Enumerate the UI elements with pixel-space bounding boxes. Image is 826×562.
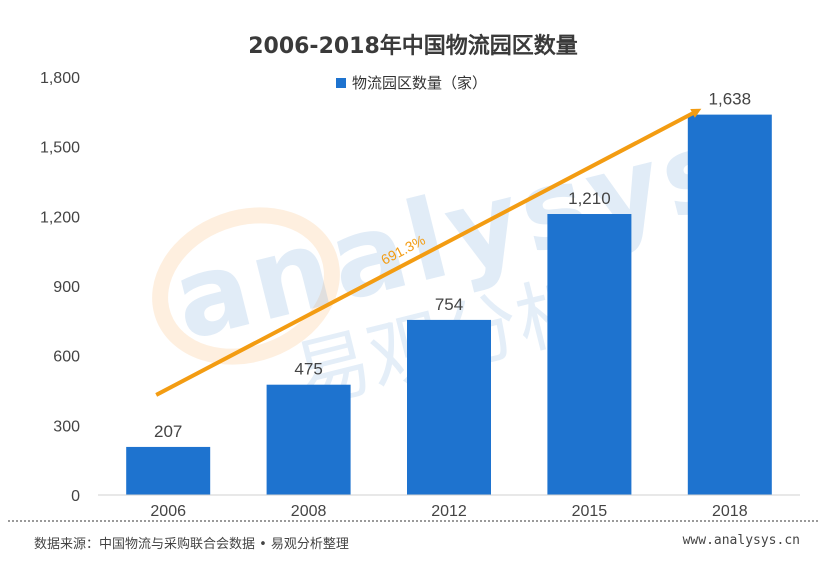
y-tick-label: 1,500 <box>40 140 80 157</box>
x-tick-label: 2006 <box>150 503 186 520</box>
x-tick-label: 2012 <box>431 503 467 520</box>
legend-swatch <box>336 77 346 88</box>
bar <box>687 114 772 496</box>
y-tick-label: 1,200 <box>40 209 80 226</box>
y-tick-label: 300 <box>53 418 80 435</box>
bar <box>126 446 211 495</box>
y-axis: 0 300 600 900 1,200 1,500 1,800 <box>40 70 80 505</box>
bar <box>266 384 351 495</box>
x-tick-label: 2018 <box>712 503 748 520</box>
legend-label: 物流园区数量（家） <box>352 74 488 92</box>
bar <box>547 214 632 495</box>
growth-label: 691.3% <box>378 232 427 268</box>
data-label: 1,638 <box>709 90 752 109</box>
x-tick-label: 2008 <box>291 503 327 520</box>
bar <box>407 319 491 495</box>
y-tick-label: 0 <box>71 488 80 505</box>
site-url[interactable]: www.analysys.cn <box>682 533 800 548</box>
y-tick-label: 1,800 <box>40 70 80 87</box>
x-tick-label: 2015 <box>572 503 608 520</box>
bar-chart: 0 300 600 900 1,200 1,500 1,800 207 475 754 1,210… <box>40 70 800 520</box>
data-label: 754 <box>435 295 463 314</box>
y-tick-label: 900 <box>53 279 80 296</box>
footer-divider <box>8 520 818 522</box>
source-note: 数据来源：中国物流与采购联合会数据 • 易观分析整理 <box>34 537 349 552</box>
bars: 207 475 754 1,210 1,638 <box>126 90 772 496</box>
x-axis: 2006 2008 2012 2015 2018 <box>98 494 800 520</box>
legend: 物流园区数量（家） <box>336 72 487 93</box>
growth-arrow <box>155 108 702 397</box>
chart-title: 2006-2018年中国物流园区数量 <box>248 34 578 59</box>
data-label: 475 <box>294 360 322 379</box>
data-label: 207 <box>154 422 182 441</box>
data-label: 1,210 <box>568 189 611 208</box>
y-tick-label: 600 <box>53 349 80 366</box>
